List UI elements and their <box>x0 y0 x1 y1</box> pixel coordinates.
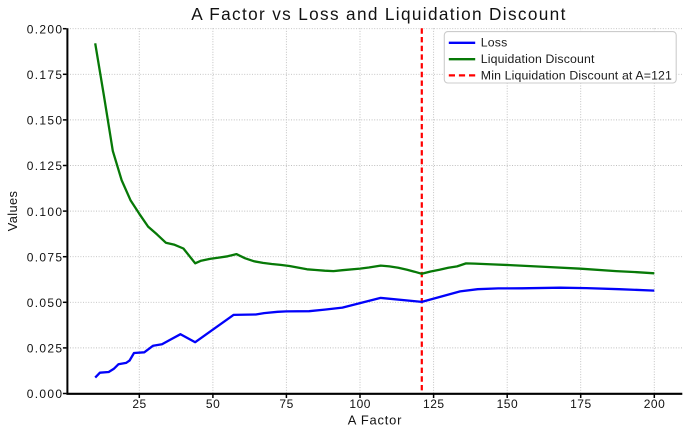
svg-text:50: 50 <box>206 397 220 411</box>
svg-text:Loss: Loss <box>481 36 508 50</box>
svg-text:0.075: 0.075 <box>27 250 64 264</box>
svg-text:0.125: 0.125 <box>27 159 64 173</box>
svg-text:0.050: 0.050 <box>27 296 64 310</box>
svg-text:0.100: 0.100 <box>27 205 64 219</box>
svg-text:125: 125 <box>423 397 445 411</box>
svg-text:100: 100 <box>349 397 371 411</box>
svg-text:Liquidation Discount: Liquidation Discount <box>481 52 595 66</box>
svg-text:75: 75 <box>279 397 293 411</box>
svg-text:0.200: 0.200 <box>27 22 64 36</box>
svg-text:150: 150 <box>497 397 519 411</box>
svg-text:Values: Values <box>5 191 20 232</box>
svg-text:A Factor vs Loss and Liquidati: A Factor vs Loss and Liquidation Discoun… <box>191 4 566 24</box>
svg-text:25: 25 <box>132 397 146 411</box>
svg-text:0.175: 0.175 <box>27 68 64 82</box>
svg-text:0.150: 0.150 <box>27 114 64 128</box>
svg-text:175: 175 <box>570 397 592 411</box>
svg-text:200: 200 <box>644 397 666 411</box>
svg-text:0.025: 0.025 <box>27 342 64 356</box>
svg-text:Min Liquidation Discount at A=: Min Liquidation Discount at A=121 <box>481 68 672 82</box>
svg-text:0.000: 0.000 <box>27 387 64 401</box>
svg-text:A Factor: A Factor <box>348 413 403 428</box>
